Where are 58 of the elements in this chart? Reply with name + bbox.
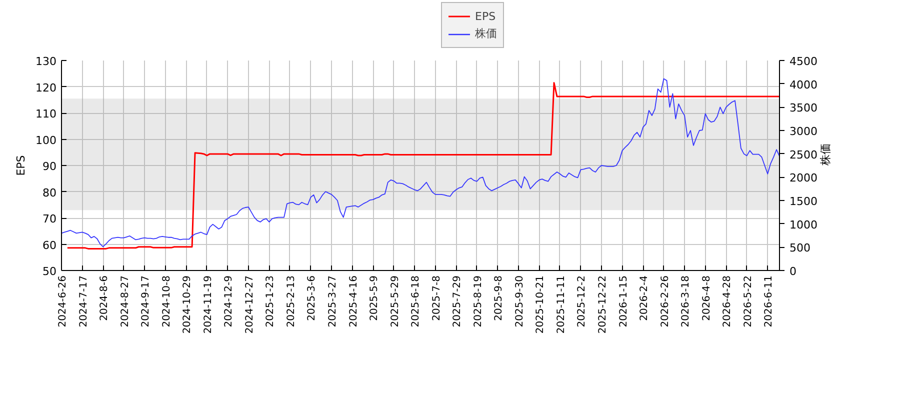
x-tick-label: 2025-5-29 [390,275,401,328]
y-tick-label: 110 [36,108,57,120]
x-tick-label: 2025-7-29 [452,275,464,328]
y-axis-title: EPS [14,155,28,176]
x-tick-label: 2024-12-9 [224,275,235,328]
y2-axis-title: 株価 [818,144,832,166]
y2-tick-label: 2000 [790,172,818,185]
y2-tick-label: 500 [790,242,810,255]
y-tick-label: 50 [42,265,57,278]
x-tick-label: 2024-7-17 [78,275,90,328]
x-tick-label: 2025-8-19 [472,275,484,328]
x-tick-label: 2026-4-8 [701,276,712,321]
y2-tick-label: 4000 [790,78,818,92]
x-tick-label: 2025-1-23 [265,275,276,328]
x-tick-label: 2024-10-8 [161,275,172,328]
y2-tick-label: 0 [790,265,796,278]
y2-tick-label: 1000 [790,218,818,232]
x-tick-label: 2026-4-28 [722,275,734,328]
x-tick-label: 2024-6-26 [58,275,68,328]
x-tick-label: 2025-2-13 [286,275,297,328]
x-tick-label: 2024-8-6 [99,276,110,321]
y-tick-label: 80 [42,186,57,200]
x-tick-label: 2025-7-8 [431,276,442,321]
y-tick-label: 70 [42,212,57,226]
y2-tick-label: 3000 [790,125,818,138]
y-tick-label: 60 [42,238,57,252]
y-tick-label: 130 [36,55,57,68]
x-tick-label: 2026-5-22 [742,275,754,328]
x-tick-label: 2024-10-29 [182,275,194,334]
x-tick-label: 2025-10-21 [535,275,546,334]
x-tick-label: 2024-12-27 [244,275,256,334]
x-tick-label: 2025-3-6 [306,276,318,321]
x-tick-label: 2026-3-18 [680,275,692,328]
x-tick-label: 2024-8-27 [120,275,131,328]
x-tick-label: 2025-12-2 [576,275,588,328]
x-tick-label: 2024-9-17 [140,275,152,328]
legend-label: 株価 [475,26,497,41]
x-tick-label: 2025-6-18 [410,275,422,328]
legend-label: EPS [475,9,496,23]
y-tick-label: 90 [42,160,57,173]
x-tick-label: 2025-5-9 [369,276,380,321]
y2-tick-label: 4500 [790,55,818,68]
x-tick-label: 2025-9-30 [514,275,526,328]
x-tick-label: 2025-4-16 [348,275,360,328]
x-tick-label: 2026-2-4 [639,276,650,321]
y2-tick-label: 3500 [790,102,818,115]
x-tick-label: 2025-12-22 [597,275,608,334]
y2-tick-label: 1500 [790,195,818,208]
x-tick-label: 2026-2-26 [660,275,671,328]
x-tick-label: 2026-1-15 [618,275,630,328]
x-tick-label: 2025-9-8 [494,276,505,321]
y-tick-label: 100 [36,134,57,147]
x-tick-label: 2025-11-11 [556,275,567,334]
y-tick-label: 120 [36,81,57,94]
x-tick-label: 2025-3-27 [327,275,338,328]
x-tick-label: 2024-11-19 [202,275,214,334]
y2-tick-label: 2500 [790,148,818,162]
x-tick-label: 2026-6-11 [764,275,775,328]
